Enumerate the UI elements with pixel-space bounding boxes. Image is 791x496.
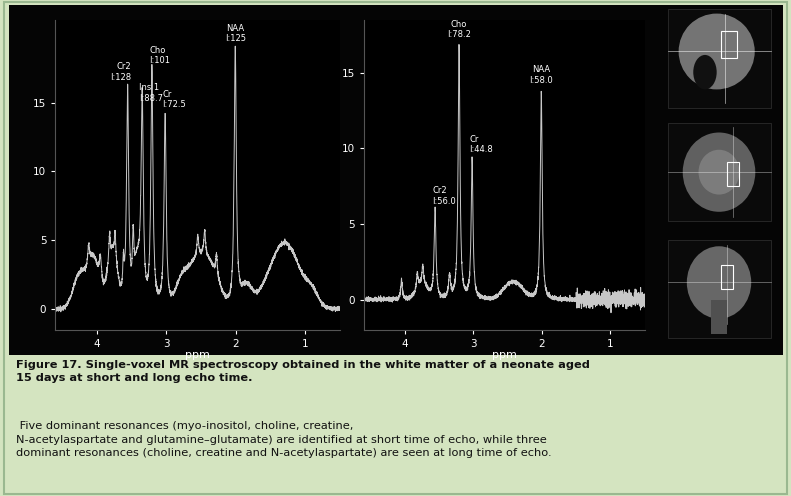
Text: Ins 1
I:88.7: Ins 1 I:88.7	[139, 83, 164, 103]
Text: Figure 17. Single-voxel MR spectroscopy obtained in the white matter of a neonat: Figure 17. Single-voxel MR spectroscopy …	[16, 360, 589, 383]
Bar	[668, 240, 770, 338]
Text: Five dominant resonances (myo-inositol, choline, creatine,
N-acetylaspartate and: Five dominant resonances (myo-inositol, …	[16, 422, 551, 458]
Ellipse shape	[693, 55, 717, 89]
Bar	[721, 31, 736, 59]
Text: Cho
I:101: Cho I:101	[149, 46, 170, 65]
Ellipse shape	[679, 13, 755, 89]
Ellipse shape	[687, 247, 751, 318]
Bar	[668, 123, 770, 221]
Ellipse shape	[683, 132, 755, 212]
Bar	[721, 265, 733, 289]
Bar	[727, 162, 739, 186]
X-axis label: ppm: ppm	[185, 350, 210, 360]
X-axis label: ppm: ppm	[492, 350, 517, 360]
Bar	[711, 300, 727, 334]
Text: Cr2
I:56.0: Cr2 I:56.0	[433, 186, 456, 206]
Ellipse shape	[698, 150, 740, 194]
Text: Cr2
I:128: Cr2 I:128	[110, 62, 131, 82]
Text: Cr
I:44.8: Cr I:44.8	[469, 135, 493, 154]
Text: NAA
I:58.0: NAA I:58.0	[529, 65, 553, 85]
Text: Cho
I:78.2: Cho I:78.2	[447, 20, 471, 40]
Bar	[668, 9, 770, 108]
Text: NAA
I:125: NAA I:125	[225, 24, 246, 43]
Text: Cr
I:72.5: Cr I:72.5	[162, 90, 186, 110]
